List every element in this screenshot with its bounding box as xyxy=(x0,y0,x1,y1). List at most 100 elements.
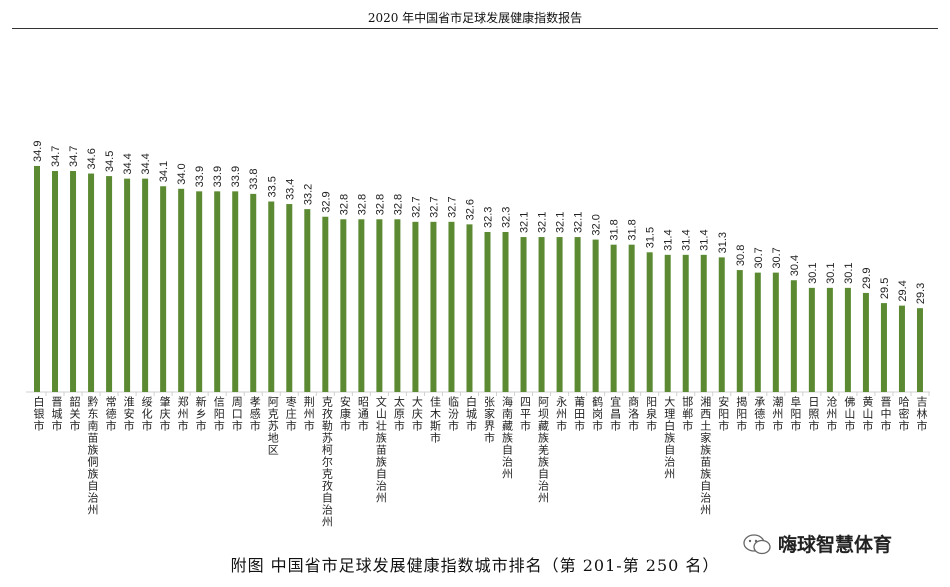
data-label: 32.1 xyxy=(555,212,567,233)
bar xyxy=(790,280,797,392)
bar xyxy=(358,219,365,392)
category-label: 荆州市 xyxy=(302,396,316,432)
category-label: 克孜勒苏柯尔克孜自治州 xyxy=(320,396,334,528)
data-label: 32.7 xyxy=(428,196,440,217)
data-label: 29.3 xyxy=(915,283,927,304)
bar xyxy=(682,254,689,392)
category-label: 阜阳市 xyxy=(788,396,802,432)
bar xyxy=(412,221,419,392)
category-label: 黔东南苗族侗族自治州 xyxy=(86,396,100,516)
category-label: 沧州市 xyxy=(824,396,838,432)
category-label: 晋城市 xyxy=(50,396,64,432)
category-label: 淮安市 xyxy=(122,396,136,432)
data-label: 34.5 xyxy=(104,151,116,172)
category-label: 晋中市 xyxy=(878,396,892,432)
bar xyxy=(286,204,293,392)
category-label: 白城市 xyxy=(464,396,478,432)
category-label: 信阳市 xyxy=(212,396,226,432)
data-label: 29.9 xyxy=(861,268,873,289)
bar xyxy=(178,188,185,392)
bar xyxy=(322,216,329,392)
data-label: 32.7 xyxy=(446,196,458,217)
bar xyxy=(448,221,455,392)
data-label: 32.6 xyxy=(464,199,476,220)
bar xyxy=(718,257,725,392)
category-label: 新乡市 xyxy=(194,396,208,432)
data-label: 32.1 xyxy=(519,212,531,233)
data-label: 32.1 xyxy=(537,212,549,233)
data-label: 33.5 xyxy=(266,176,278,197)
category-label: 文山壮族苗族自治州 xyxy=(374,396,388,504)
data-label: 31.3 xyxy=(717,232,729,253)
bar xyxy=(502,231,509,392)
bar xyxy=(232,191,239,392)
category-label: 韶关市 xyxy=(68,396,82,432)
data-label: 34.4 xyxy=(122,153,134,174)
data-label: 33.2 xyxy=(302,184,314,205)
data-label: 32.8 xyxy=(374,194,386,215)
data-label: 31.8 xyxy=(609,219,621,240)
bar xyxy=(826,287,833,392)
data-label: 34.1 xyxy=(158,161,170,182)
bar xyxy=(304,209,311,392)
category-label: 哈密市 xyxy=(896,396,910,432)
bar xyxy=(106,176,113,392)
category-label: 大理白族自治州 xyxy=(662,396,676,480)
category-label: 永州市 xyxy=(554,396,568,432)
bar xyxy=(574,237,581,392)
bar xyxy=(754,272,761,392)
bar xyxy=(214,191,221,392)
data-label: 33.9 xyxy=(212,166,224,187)
category-label: 莆田市 xyxy=(572,396,586,432)
report-header: 2020 年中国省市足球发展健康指数报告 xyxy=(367,11,583,25)
category-label: 周口市 xyxy=(230,396,244,432)
wechat-icon xyxy=(743,533,771,554)
category-label: 潮州市 xyxy=(770,396,784,432)
data-label: 32.8 xyxy=(338,194,350,215)
data-label: 30.1 xyxy=(843,262,855,283)
data-label: 34.9 xyxy=(32,141,44,162)
data-label: 34.6 xyxy=(86,148,98,169)
data-label: 32.9 xyxy=(320,191,332,212)
data-label: 34.7 xyxy=(50,146,62,167)
category-label: 阳泉市 xyxy=(644,396,658,432)
data-label: 32.1 xyxy=(573,212,585,233)
bar xyxy=(556,237,563,392)
category-label: 承德市 xyxy=(752,396,766,432)
category-label: 邯郸市 xyxy=(680,396,694,432)
category-label: 黄山市 xyxy=(860,396,874,432)
bar xyxy=(430,221,437,392)
bar xyxy=(664,254,671,392)
category-label: 宜昌市 xyxy=(608,396,622,432)
bar xyxy=(160,186,167,392)
figure-caption: 附图 中国省市足球发展健康指数城市排名（第 201-第 250 名） xyxy=(230,556,720,575)
category-label: 白银市 xyxy=(32,396,45,432)
header-divider xyxy=(12,28,938,29)
data-label: 30.7 xyxy=(753,247,765,268)
category-label: 揭阳市 xyxy=(734,396,748,432)
category-label: 鹤岗市 xyxy=(590,396,604,432)
data-label: 34.7 xyxy=(68,146,80,167)
bar xyxy=(898,305,905,392)
data-label: 32.8 xyxy=(392,194,404,215)
bar xyxy=(142,178,149,392)
category-label: 商洛市 xyxy=(626,396,640,432)
category-label: 常德市 xyxy=(104,396,118,432)
data-label: 34.4 xyxy=(140,153,152,174)
bar xyxy=(610,244,617,392)
category-label: 吉林市 xyxy=(914,396,928,432)
category-label: 安康市 xyxy=(338,396,352,432)
category-label: 佛山市 xyxy=(842,396,856,432)
bar xyxy=(646,252,653,392)
bar xyxy=(376,219,383,392)
bar xyxy=(52,171,59,392)
bar xyxy=(538,237,545,392)
category-label: 临汾市 xyxy=(446,396,460,432)
data-label: 30.1 xyxy=(825,262,837,283)
data-label: 30.1 xyxy=(807,262,819,283)
category-label: 昭通市 xyxy=(356,396,370,432)
bar xyxy=(880,303,887,392)
data-label: 33.4 xyxy=(284,179,296,200)
data-label: 31.4 xyxy=(699,229,711,250)
